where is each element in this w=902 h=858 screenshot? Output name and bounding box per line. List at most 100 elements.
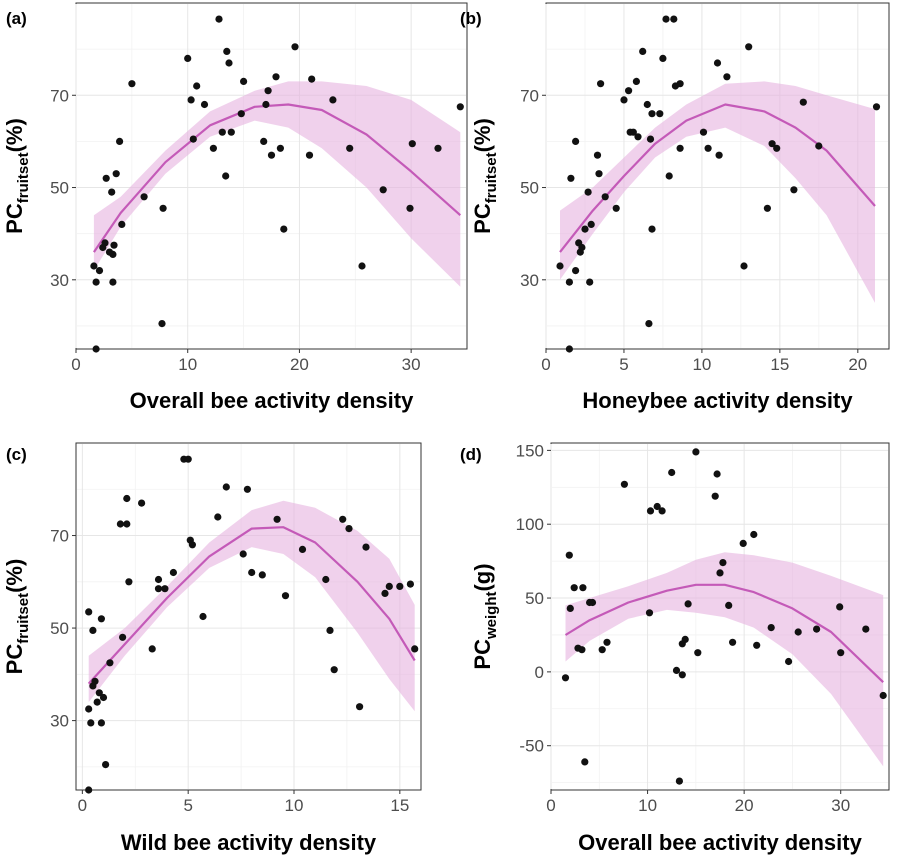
data-point [110,241,118,249]
data-point [713,59,722,67]
data-point [385,582,393,591]
data-point [159,204,167,212]
data-point [711,492,719,500]
data-point [645,320,653,328]
data-point [215,15,223,23]
data-point [676,144,684,152]
data-point [322,575,330,584]
panel-label: (b) [460,9,482,28]
data-point [692,448,700,456]
data-point [676,80,684,88]
x-tick-label: 0 [546,796,555,815]
x-tick-label: 30 [831,796,850,815]
data-point [222,172,230,180]
panel-label: (a) [6,9,27,28]
x-tick-label: 5 [619,355,628,374]
x-tick-label: 10 [638,796,657,815]
data-point [572,267,580,275]
data-point [109,278,117,286]
data-point [95,689,103,697]
data-point [119,633,127,641]
data-point [603,638,611,646]
data-point [102,761,110,769]
data-point [346,144,354,152]
panel-label: (d) [460,445,482,464]
data-point [456,103,464,111]
data-point [267,151,276,159]
data-point [434,144,442,152]
data-point [406,204,414,212]
data-point [95,267,104,275]
data-point [639,47,647,56]
x-axis-title: Overall bee activity density [130,388,414,413]
data-point [223,47,231,56]
data-point [109,250,117,258]
data-point [668,468,676,477]
y-tick-label: 50 [525,589,544,608]
data-point [243,485,251,493]
data-point [643,100,651,109]
y-title-subscript: weight [483,592,500,641]
data-point [646,507,655,515]
data-point [411,645,419,653]
data-point [108,188,116,196]
data-point [218,128,226,136]
data-point [662,15,670,23]
data-point [140,193,148,201]
data-point [276,144,284,152]
data-point [794,628,802,636]
x-tick-label: 0 [78,796,87,815]
data-point [358,262,366,270]
y-title-suffix: (g) [470,563,495,591]
y-tick-label: 30 [520,271,539,290]
data-point [85,608,93,616]
data-point [356,703,364,711]
data-point [565,278,574,286]
x-axis-title: Wild bee activity density [121,830,377,855]
data-point [672,666,681,675]
panel-d: 0 10 20 30 -50 0 50 100 150 (d) Overall bee activi… [460,441,890,855]
data-point [799,98,807,106]
data-point [148,645,156,653]
data-point [101,239,109,247]
data-point [586,278,594,286]
panel-c: 0 5 10 15 30 50 70 (c) Wild bee activity density… [2,442,422,855]
x-tick-label: 10 [285,796,304,815]
confidence-band [560,81,875,303]
data-point [345,525,353,533]
data-point [620,480,629,488]
data-point [260,137,268,145]
data-point [112,170,120,178]
data-point [665,172,673,180]
data-point [330,666,338,674]
data-point [595,170,603,178]
data-point [653,502,661,511]
y-title-main: PC [470,203,495,234]
data-point [326,626,334,635]
data-point [694,649,702,657]
data-point [740,262,748,270]
x-tick-label: 0 [71,355,80,374]
data-point [154,585,163,593]
data-point [273,515,281,523]
data-point [601,193,609,201]
data-point [598,646,606,654]
data-point [750,530,758,539]
fit-line [559,103,876,253]
data-point [89,626,97,635]
data-point [339,515,347,523]
data-point [763,204,772,212]
x-tick-label: 20 [290,355,309,374]
data-point [85,786,93,794]
data-point [187,96,195,104]
panel-label: (c) [6,445,27,464]
data-point [565,551,573,559]
data-point [406,580,414,588]
data-point [629,128,637,136]
data-point [93,698,101,706]
data-point [298,545,307,554]
data-point [579,584,587,592]
y-axis-title: PCfruitset(%) [2,118,32,234]
data-point [678,671,686,679]
